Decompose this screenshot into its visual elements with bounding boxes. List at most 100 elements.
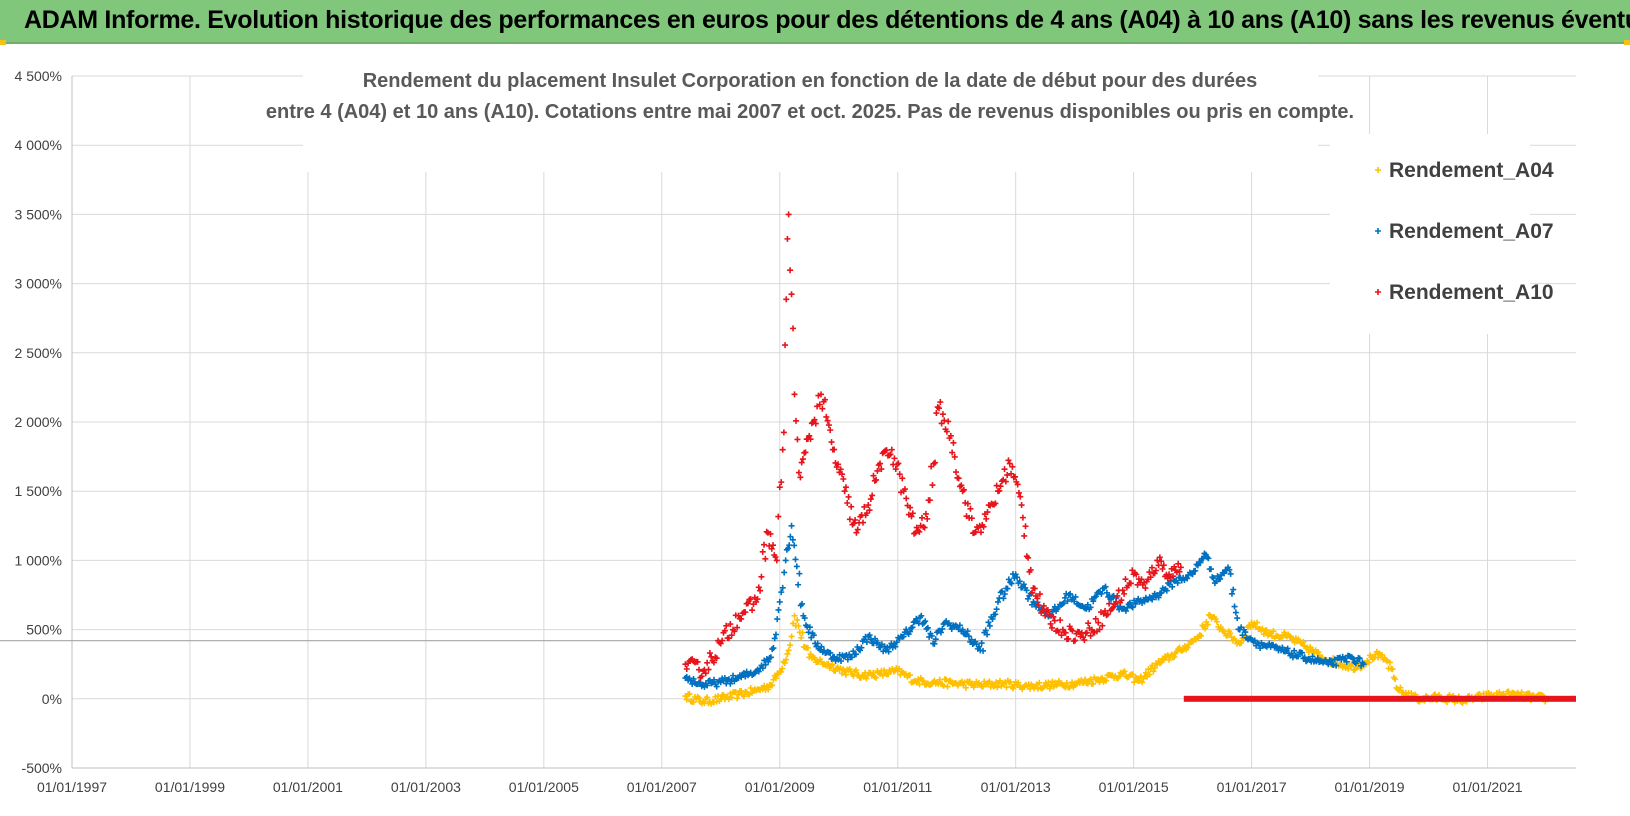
data-point [788,291,795,298]
data-point [1206,611,1213,618]
data-point [931,640,938,647]
data-point [1132,600,1139,607]
data-point [916,528,923,535]
data-point [696,666,703,673]
x-tick-label: 01/01/2005 [509,779,579,795]
data-point [785,647,792,654]
data-point [845,493,852,500]
data-point [1177,564,1184,571]
data-point [1106,600,1113,607]
data-point [1135,678,1142,685]
x-tick-label: 01/01/2003 [391,779,461,795]
data-point [738,615,745,622]
data-point [841,488,848,495]
data-point [980,647,987,654]
data-point [1062,629,1069,636]
data-point [787,642,794,649]
data-point [780,429,787,436]
data-point [964,500,971,507]
data-point [1014,481,1021,488]
data-point [903,626,910,633]
data-point [982,627,989,634]
data-point [878,466,885,473]
data-point [1155,594,1162,601]
data-point [873,476,880,483]
data-point [751,670,758,677]
data-point [1085,620,1092,627]
data-point [926,497,933,504]
data-point [1016,578,1023,585]
data-point [1146,569,1153,576]
data-point [888,446,895,453]
data-point [1072,593,1079,600]
data-point [1119,587,1126,594]
data-point [1121,590,1128,597]
data-point [798,634,805,641]
data-point [791,391,798,398]
data-point [917,614,924,621]
data-point [1392,676,1399,683]
chart-title: Rendement du placement Insulet Corporati… [266,70,1354,123]
data-point [1020,581,1027,588]
data-point [690,675,697,682]
series-Rendement_A10 [1183,695,1576,702]
data-point [761,541,768,548]
data-point [757,587,764,594]
data-point [984,631,991,638]
data-point [924,515,931,522]
data-point [785,211,792,218]
data-point [1036,591,1043,598]
data-point [1382,656,1389,663]
data-point [1065,635,1072,642]
data-point [1295,653,1302,660]
x-tick-label: 01/01/2021 [1452,779,1522,795]
data-point [1082,676,1089,683]
data-point [1343,658,1350,665]
data-point [706,650,713,657]
legend-marker [1375,167,1381,173]
data-point [745,600,752,607]
data-point [1151,664,1158,671]
data-point [790,325,797,332]
data-point [941,417,948,424]
data-point [1155,562,1162,569]
data-point [968,515,975,522]
data-point [1171,563,1178,570]
data-point [1090,598,1097,605]
data-point [804,644,811,651]
x-tick-label: 01/01/1999 [155,779,225,795]
data-point [937,629,944,636]
data-point [978,640,985,647]
data-point [1239,632,1246,639]
data-point [1048,624,1055,631]
data-point [1251,637,1258,644]
data-point [992,611,999,618]
data-point [906,628,913,635]
data-point [1116,673,1123,680]
data-point [1103,677,1110,684]
data-point [713,655,720,662]
data-point [774,616,781,623]
data-point [823,413,830,420]
data-point [792,417,799,424]
data-point [758,573,765,580]
data-point [775,606,782,613]
data-point [734,624,741,631]
data-point [1042,612,1049,619]
legend-marker [1375,289,1381,295]
data-point [702,670,709,677]
data-point [1023,587,1030,594]
data-point [1110,604,1117,611]
data-point [755,584,762,591]
data-point [1210,575,1217,582]
data-point [775,513,782,520]
data-point [829,661,836,668]
data-point [785,545,792,552]
x-tick-label: 01/01/2017 [1217,779,1287,795]
data-point [710,676,717,683]
data-layer [682,211,1576,707]
y-tick-label: 2 500% [15,345,62,361]
data-point [747,596,754,603]
data-point [1254,619,1261,626]
data-point [1146,671,1153,678]
